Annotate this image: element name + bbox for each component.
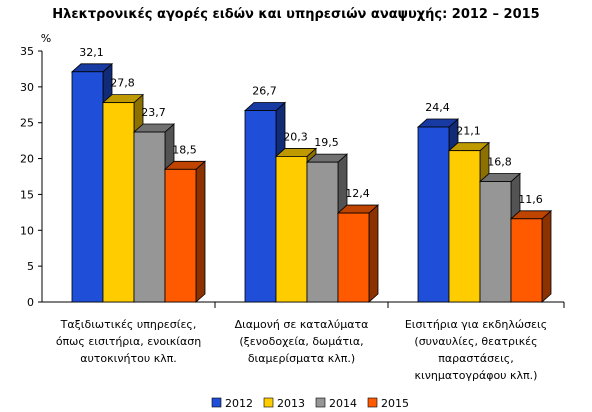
legend-swatch (315, 397, 326, 408)
x-category-label-line: κινηματογράφου κλπ.) (415, 369, 538, 382)
y-tick-label: 25 (20, 117, 34, 130)
data-label: 21,1 (456, 125, 481, 138)
data-label: 11,6 (518, 193, 543, 206)
bar-side-face (541, 209, 552, 303)
y-tick-label: 5 (27, 260, 34, 273)
x-category-label-line: (ξενοδοχεία, δωμάτια, (239, 335, 363, 348)
data-label: 19,5 (314, 136, 339, 149)
x-category-label: Εισιτήρια για εκδηλώσεις (συναυλίες, θεατ… (405, 318, 547, 382)
x-category-label-line: αυτοκινήτου κλπ. (80, 352, 177, 365)
legend-item-2012: 2012 (211, 397, 253, 410)
y-tick-label: 35 (20, 45, 34, 58)
data-label: 26,7 (252, 85, 277, 98)
plot-area: 0 5 10 15 20 25 30 35 32,1 27,8 23,7 18,5 Ταξιδιωτικ… (20, 45, 565, 382)
bar-front-face (275, 156, 308, 303)
legend: 2012 2013 2014 2015 (211, 397, 409, 410)
legend-label: 2015 (381, 397, 409, 410)
y-tick-label: 30 (20, 81, 34, 94)
chart-title: Ηλεκτρονικές αγορές ειδών και υπηρεσιών … (52, 7, 539, 22)
x-category-label: Ταξιδιωτικές υπηρεσίες, όπως εισιτήρια, ε… (56, 318, 201, 365)
data-label: 12,4 (345, 187, 370, 200)
bar-front-face (479, 181, 512, 303)
legend-item-2014: 2014 (315, 397, 357, 410)
bar-front-face (164, 168, 197, 303)
bar-front-face (71, 71, 104, 303)
legend-swatch (263, 397, 274, 408)
bar-front-face (102, 102, 135, 303)
bar-2014-cat3 (478, 172, 522, 303)
bar-front-face (417, 126, 450, 303)
legend-item-2013: 2013 (263, 397, 305, 410)
bar-2015-cat2 (336, 204, 380, 303)
bar-front-face (337, 212, 370, 303)
data-label: 27,8 (110, 77, 135, 90)
bar-front-face (448, 150, 481, 303)
x-category-label-line: διαμερίσματα κλπ.) (248, 352, 355, 365)
y-axis-unit: % (41, 32, 51, 45)
data-label: 16,8 (487, 156, 512, 169)
y-tick-label: 20 (20, 153, 34, 166)
data-label: 20,3 (283, 130, 308, 143)
data-label: 24,4 (425, 101, 450, 114)
bar-front-face (133, 131, 166, 303)
data-label: 32,1 (79, 46, 104, 59)
bar-front-face (510, 218, 543, 303)
y-tick-label: 0 (27, 296, 34, 309)
x-category-label-line: παραστάσεις, (438, 352, 514, 365)
bar-front-face (306, 161, 339, 303)
legend-label: 2012 (225, 397, 253, 410)
x-category-label-line: Διαμονή σε καταλύματα (235, 318, 369, 331)
bar-side-face (195, 160, 206, 303)
bar-front-face (244, 110, 277, 303)
x-category-label-line: Ταξιδιωτικές υπηρεσίες, (60, 318, 197, 331)
legend-swatch (211, 397, 222, 408)
legend-swatch (367, 397, 378, 408)
bar-side-face (368, 204, 379, 303)
legend-item-2015: 2015 (367, 397, 409, 410)
legend-label: 2013 (277, 397, 305, 410)
x-category-label-line: (συναυλίες, θεατρικές (414, 335, 537, 348)
x-category-label: Διαμονή σε καταλύματα (ξενοδοχεία, δωμάτι… (235, 318, 369, 365)
x-category-label-line: Εισιτήρια για εκδηλώσεις (405, 318, 547, 331)
bar-2015-cat1 (163, 160, 207, 303)
x-category-label-line: όπως εισιτήρια, ενοικίαση (56, 335, 201, 348)
y-tick-label: 15 (20, 188, 34, 201)
y-tick-label: 10 (20, 224, 34, 237)
legend-label: 2014 (329, 397, 357, 410)
bar-2015-cat3 (509, 209, 553, 303)
data-label: 23,7 (141, 106, 166, 119)
data-label: 18,5 (172, 143, 197, 156)
